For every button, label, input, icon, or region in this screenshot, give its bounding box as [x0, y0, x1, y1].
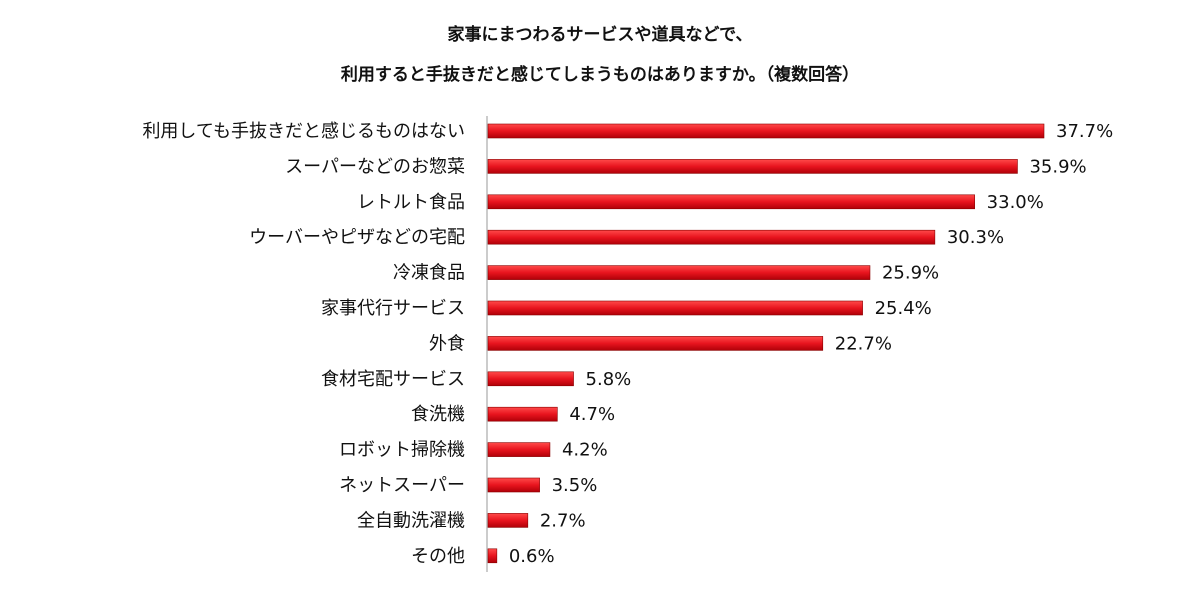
category-label: 家事代行サービス: [321, 298, 465, 319]
value-label: 22.7%: [835, 333, 892, 354]
value-label: 2.7%: [540, 510, 586, 531]
value-label: 4.7%: [569, 404, 615, 425]
bar: [487, 548, 498, 564]
value-label: 33.0%: [987, 192, 1044, 213]
bar: [487, 371, 574, 387]
bar: [487, 513, 529, 528]
value-label: 3.5%: [552, 475, 598, 496]
category-label: ロボット掃除機: [339, 440, 465, 461]
value-label: 5.8%: [586, 369, 632, 390]
category-label: 外食: [429, 333, 465, 354]
category-label: スーパーなどのお惣菜: [285, 156, 465, 177]
category-label: ネットスーパー: [339, 475, 465, 496]
category-label: 食材宅配サービス: [321, 369, 465, 390]
category-label: その他: [411, 546, 465, 567]
bar: [487, 265, 871, 280]
category-label: 食洗機: [411, 404, 465, 425]
bar: [487, 300, 863, 316]
category-label: ウーバーやピザなどの宅配: [249, 227, 465, 248]
value-label: 37.7%: [1056, 121, 1113, 142]
value-label: 35.9%: [1029, 156, 1086, 177]
bar: [487, 159, 1018, 174]
value-label: 4.2%: [562, 440, 608, 461]
value-label: 0.6%: [509, 546, 555, 567]
bar: [487, 194, 975, 210]
value-label: 25.4%: [875, 298, 932, 319]
bar: [487, 442, 551, 457]
bar: [487, 336, 824, 351]
category-label: 全自動洗濯機: [357, 510, 465, 531]
category-label: 冷凍食品: [393, 263, 465, 284]
category-label: 利用しても手抜きだと感じるものはない: [142, 121, 465, 142]
bar: [487, 229, 936, 245]
bar: [487, 123, 1045, 139]
category-label: レトルト食品: [357, 192, 465, 213]
value-label: 30.3%: [947, 227, 1004, 248]
bar: [487, 406, 558, 422]
bar: [487, 477, 540, 493]
value-label: 25.9%: [882, 263, 939, 284]
chart-title-line-2: 利用すると手抜きだと感じてしまうものはありますか。（複数回答）: [340, 65, 860, 85]
chart-title-line-1: 家事にまつわるサービスや道具などで、: [447, 25, 753, 45]
